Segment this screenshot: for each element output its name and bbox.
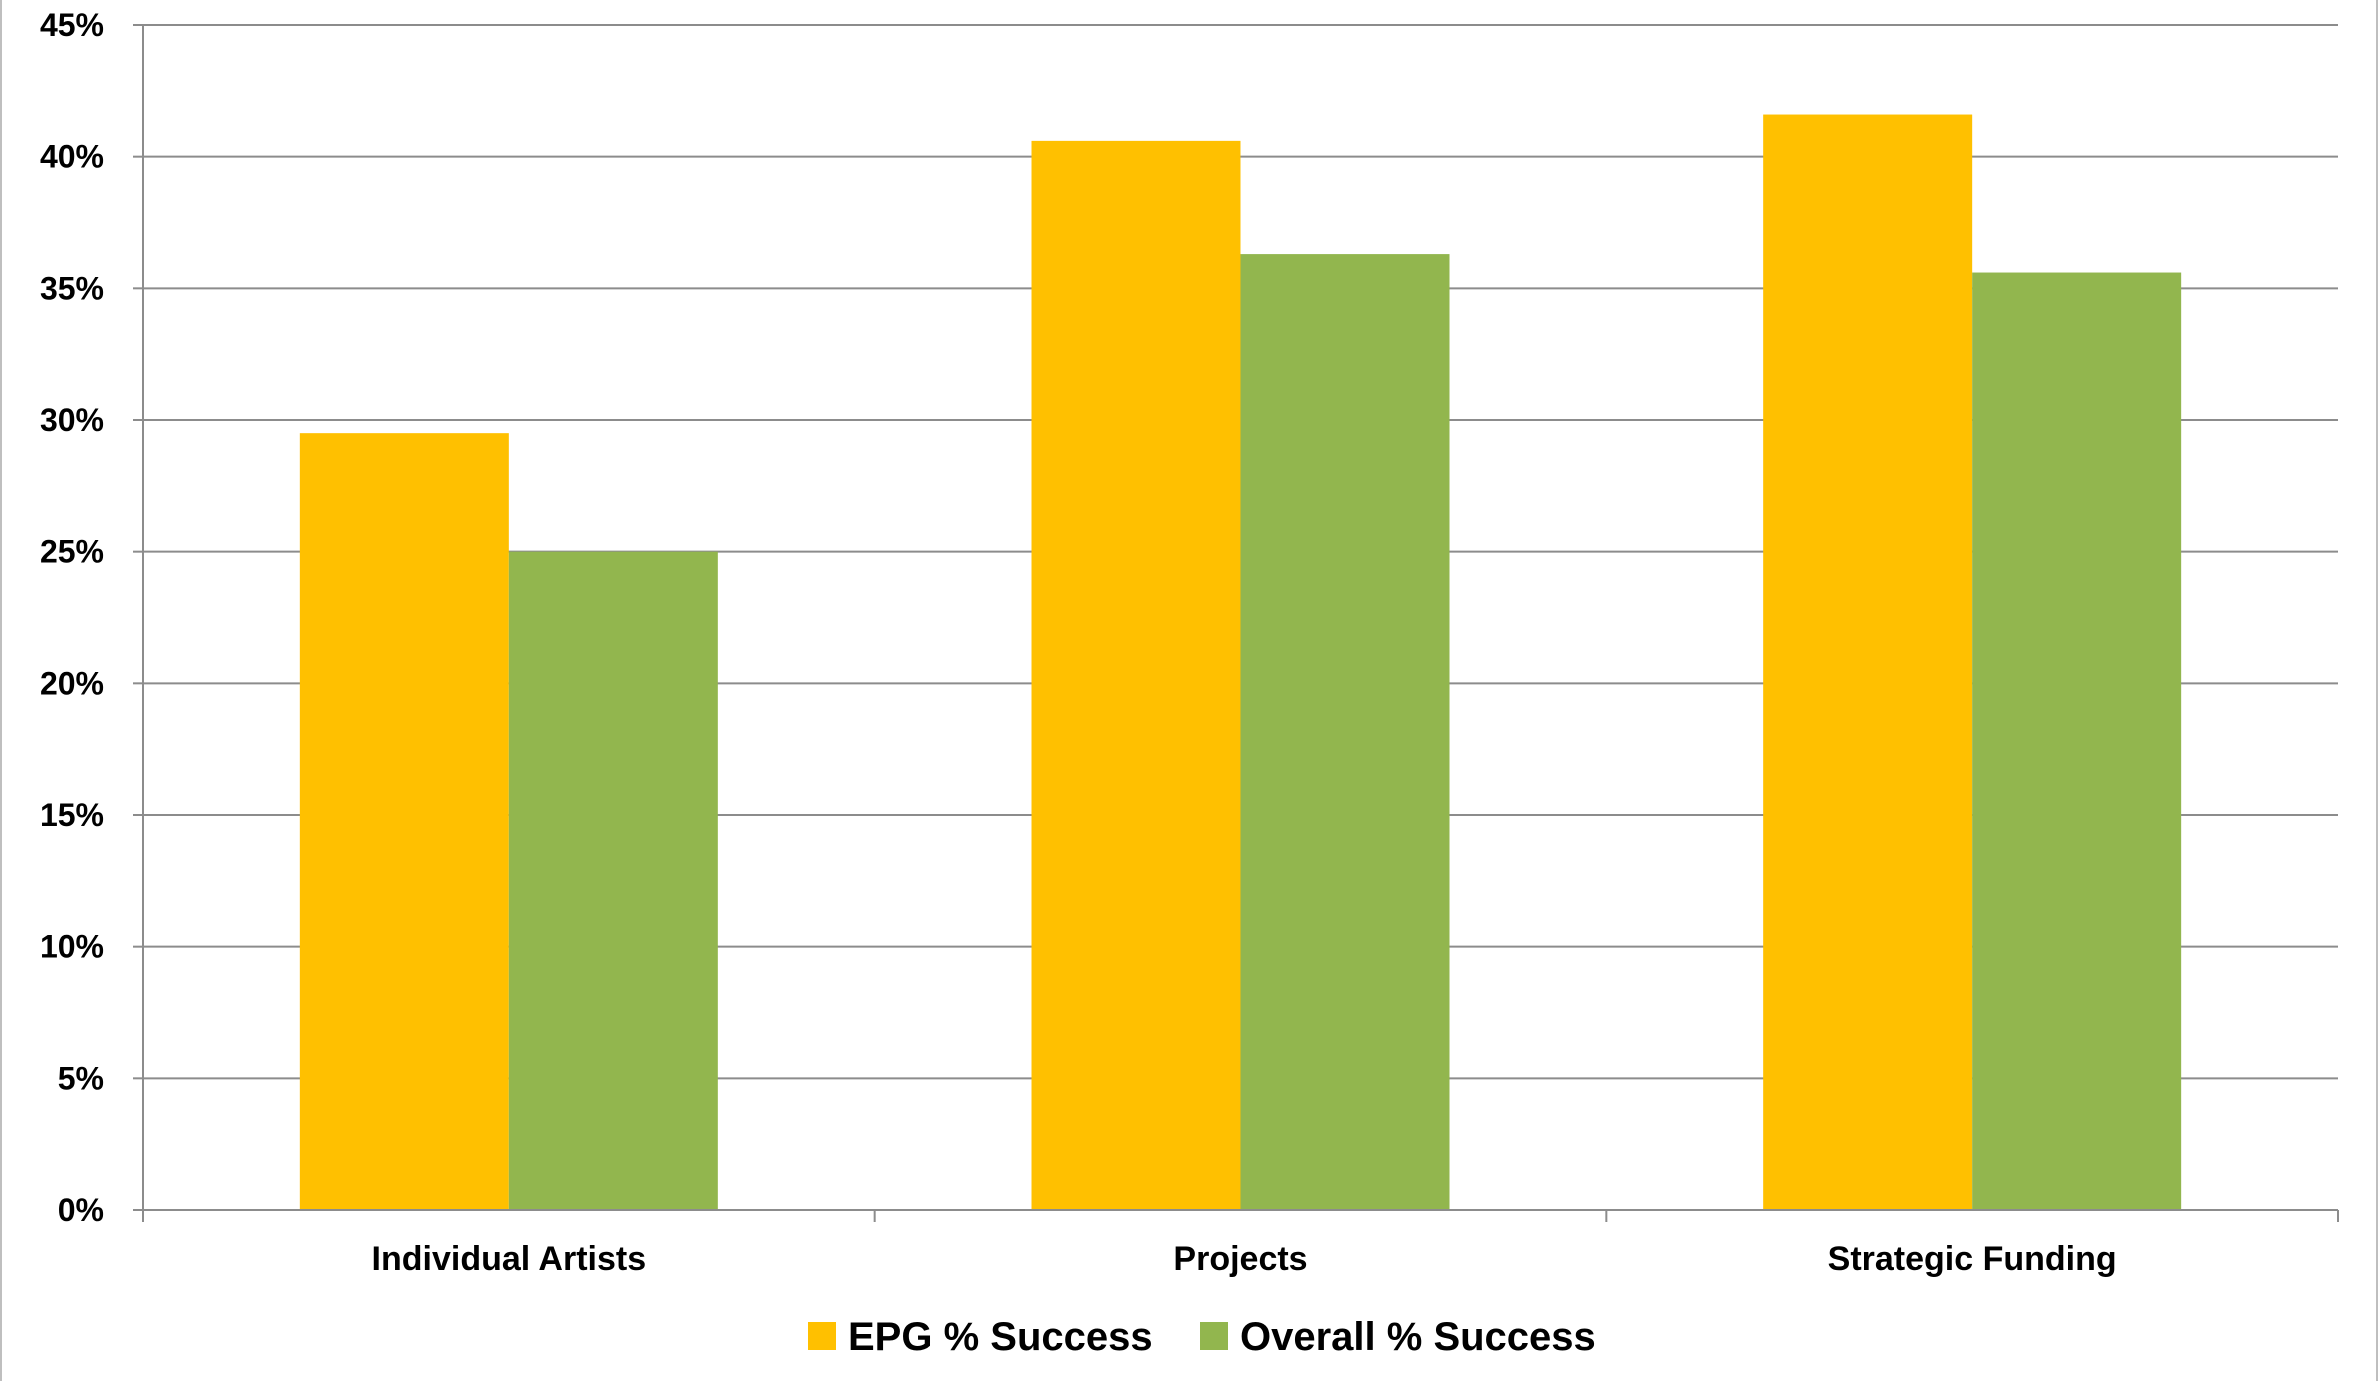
legend-label: EPG % Success [848,1315,1153,1359]
y-tick-label: 35% [40,270,104,306]
y-tick-label: 20% [40,665,104,701]
axis-labels: 0% 5% 10% 15% 20% 25% 30% 35% 40% 45% Individual A… [40,7,2117,1278]
legend-swatch [808,1322,836,1350]
x-category-label: Individual Artists [372,1240,647,1278]
legend-swatch [1200,1322,1228,1350]
legend-label: Overall % Success [1240,1315,1596,1359]
y-tick-label: 25% [40,534,104,570]
legend-item-overall-success: Overall % Success [1200,1315,1596,1359]
y-tick-label: 10% [40,929,104,965]
x-category-label: Strategic Funding [1828,1240,2117,1278]
bar-epg-success-strategic-funding [1763,114,1973,1211]
y-tick-label: 15% [40,797,104,833]
bar-overall-success-projects [1240,254,1450,1211]
y-tick-label: 40% [40,139,104,175]
legend-item-epg-success: EPG % Success [808,1315,1153,1359]
y-tick-label: 30% [40,402,104,438]
bar-overall-success-individual-artists [508,551,718,1210]
axes [133,24,2339,1222]
bar-epg-success-projects [1031,140,1241,1210]
y-tick-label: 45% [40,7,104,43]
y-tick-label: 0% [58,1192,104,1228]
x-category-label: Projects [1173,1240,1307,1278]
y-tick-label: 5% [58,1060,104,1096]
bar-epg-success-individual-artists [299,433,509,1211]
legend: EPG % Success Overall % Success [808,1315,1596,1359]
bars [299,114,2182,1211]
bar-overall-success-strategic-funding [1972,272,2182,1210]
